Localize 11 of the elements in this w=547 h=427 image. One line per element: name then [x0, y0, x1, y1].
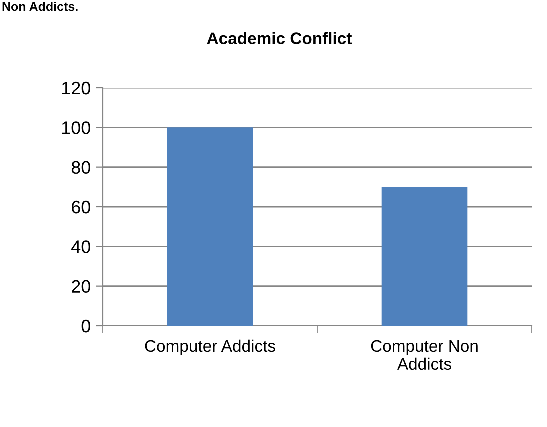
- chart-title: Academic Conflict: [207, 32, 352, 44]
- text: Non Addicts.: [2, 2, 78, 12]
- y-tick-label: 80: [72, 161, 90, 174]
- y-tick-label: 0: [82, 320, 90, 333]
- y-tick-label: 20: [72, 280, 90, 294]
- y-tick-label: 60: [72, 200, 90, 214]
- y-tick-label: 100: [62, 122, 90, 134]
- y-tick-label: 120: [62, 82, 90, 95]
- x-tick-label: Computer Addicts: [145, 340, 276, 356]
- y-tick-label: 40: [72, 240, 90, 254]
- x-tick-label: Computer Non Addicts: [371, 340, 478, 370]
